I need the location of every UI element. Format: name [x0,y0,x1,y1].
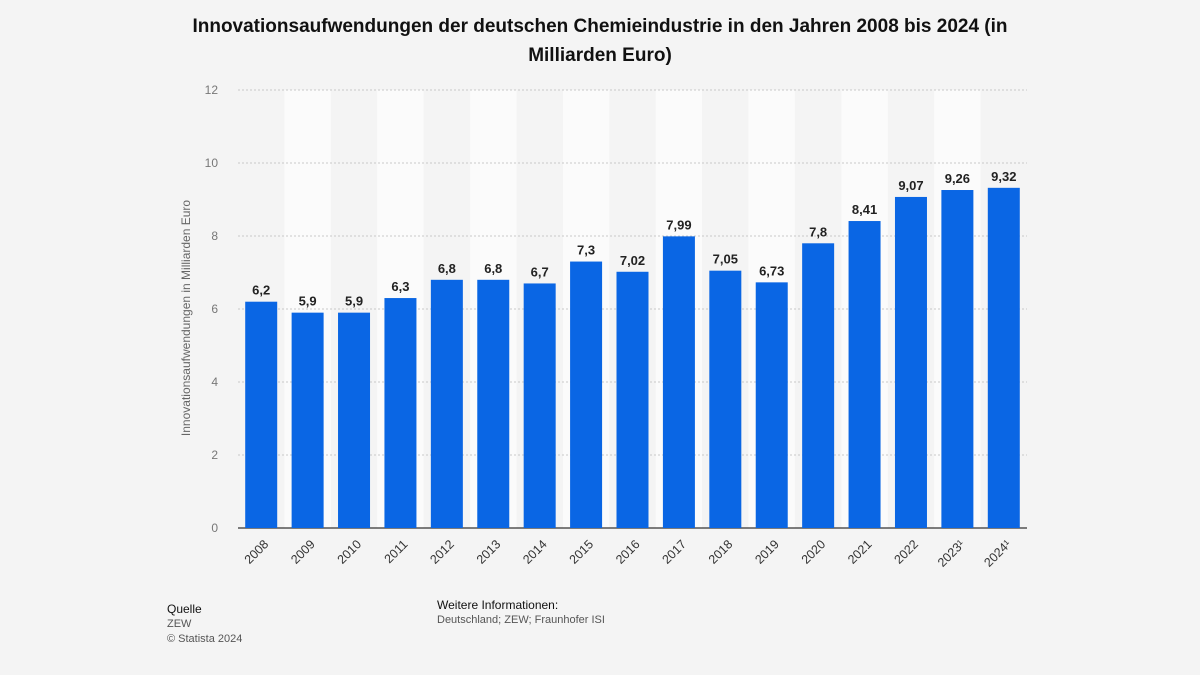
bar [894,196,927,528]
x-tick-label: 2016 [613,537,643,567]
bar [755,282,788,528]
data-label: 6,8 [438,261,456,276]
chart-title: Innovationsaufwendungen der deutschen Ch… [192,16,1008,66]
x-tick-label: 2024¹ [981,537,1014,570]
data-label: 7,05 [713,252,738,267]
data-label: 9,07 [898,178,923,193]
info-text: Deutschland; ZEW; Fraunhofer ISI [437,614,605,626]
bar [523,283,556,528]
x-tick-label: 2010 [335,537,365,567]
bar [570,261,603,528]
x-tick-label: 2018 [706,537,736,567]
source-heading: Quelle [167,602,202,616]
data-label: 7,99 [666,217,691,232]
y-axis-title: Innovationsaufwendungen in Milliarden Eu… [179,200,193,436]
source-name: ZEW [167,618,192,630]
bars [245,187,1020,529]
x-tick-label: 2022 [892,537,922,567]
info-block: Weitere Informationen: Deutschland; ZEW;… [437,598,605,628]
bar [291,312,324,528]
y-tick-label: 6 [211,302,218,316]
x-axis-tick-labels: 2008 2009 2010 2011 2012 2013 2014 2015 2016 2017… [242,537,1014,570]
x-tick-label: 2017 [659,537,689,567]
x-tick-label: 2015 [567,537,597,567]
info-heading: Weitere Informationen: [437,598,559,612]
bar [987,187,1020,528]
bar [848,221,881,528]
data-label: 9,32 [991,169,1016,184]
bar [430,279,463,528]
data-label: 7,3 [577,243,595,258]
x-tick-label: 2014 [520,537,550,567]
bar [662,236,695,529]
data-label: 5,9 [345,294,363,309]
bar [616,271,649,528]
y-tick-label: 2 [211,448,218,462]
x-tick-label: 2020 [799,537,829,567]
y-tick-label: 12 [205,83,219,97]
x-tick-label: 2008 [242,537,272,567]
source-block: Quelle ZEW © Statista 2024 [167,602,242,647]
data-label: 9,26 [945,171,970,186]
bar [941,190,974,528]
data-labels: 6,2 5,9 5,9 6,3 6,8 6,8 6,7 7,3 7,02 7,99 7,05 6,73… [252,169,1016,309]
copyright: © Statista 2024 [167,633,243,645]
data-label: 6,73 [759,263,784,278]
x-tick-label: 2009 [288,537,318,567]
y-tick-label: 8 [211,229,218,243]
data-label: 6,2 [252,283,270,298]
data-label: 6,3 [391,279,409,294]
x-tick-label: 2021 [845,537,875,567]
data-label: 6,8 [484,261,502,276]
x-tick-label: 2012 [427,537,457,567]
x-tick-label: 2011 [382,537,411,566]
bar [709,270,742,528]
data-label: 7,8 [809,224,827,239]
data-label: 8,41 [852,202,877,217]
bar [338,312,371,528]
y-axis-tick-labels: 0 2 4 6 8 10 12 [205,83,219,535]
y-tick-label: 4 [211,375,218,389]
bar [477,279,510,528]
data-label: 5,9 [299,294,317,309]
y-tick-label: 10 [205,156,219,170]
bar [802,243,835,529]
bar [384,298,417,528]
y-tick-label: 0 [211,521,218,535]
x-tick-label: 2019 [752,537,782,567]
data-label: 7,02 [620,253,645,268]
data-label: 6,7 [531,264,549,279]
bar [245,301,278,528]
x-tick-label: 2013 [474,537,504,567]
x-tick-label: 2023¹ [935,537,968,570]
